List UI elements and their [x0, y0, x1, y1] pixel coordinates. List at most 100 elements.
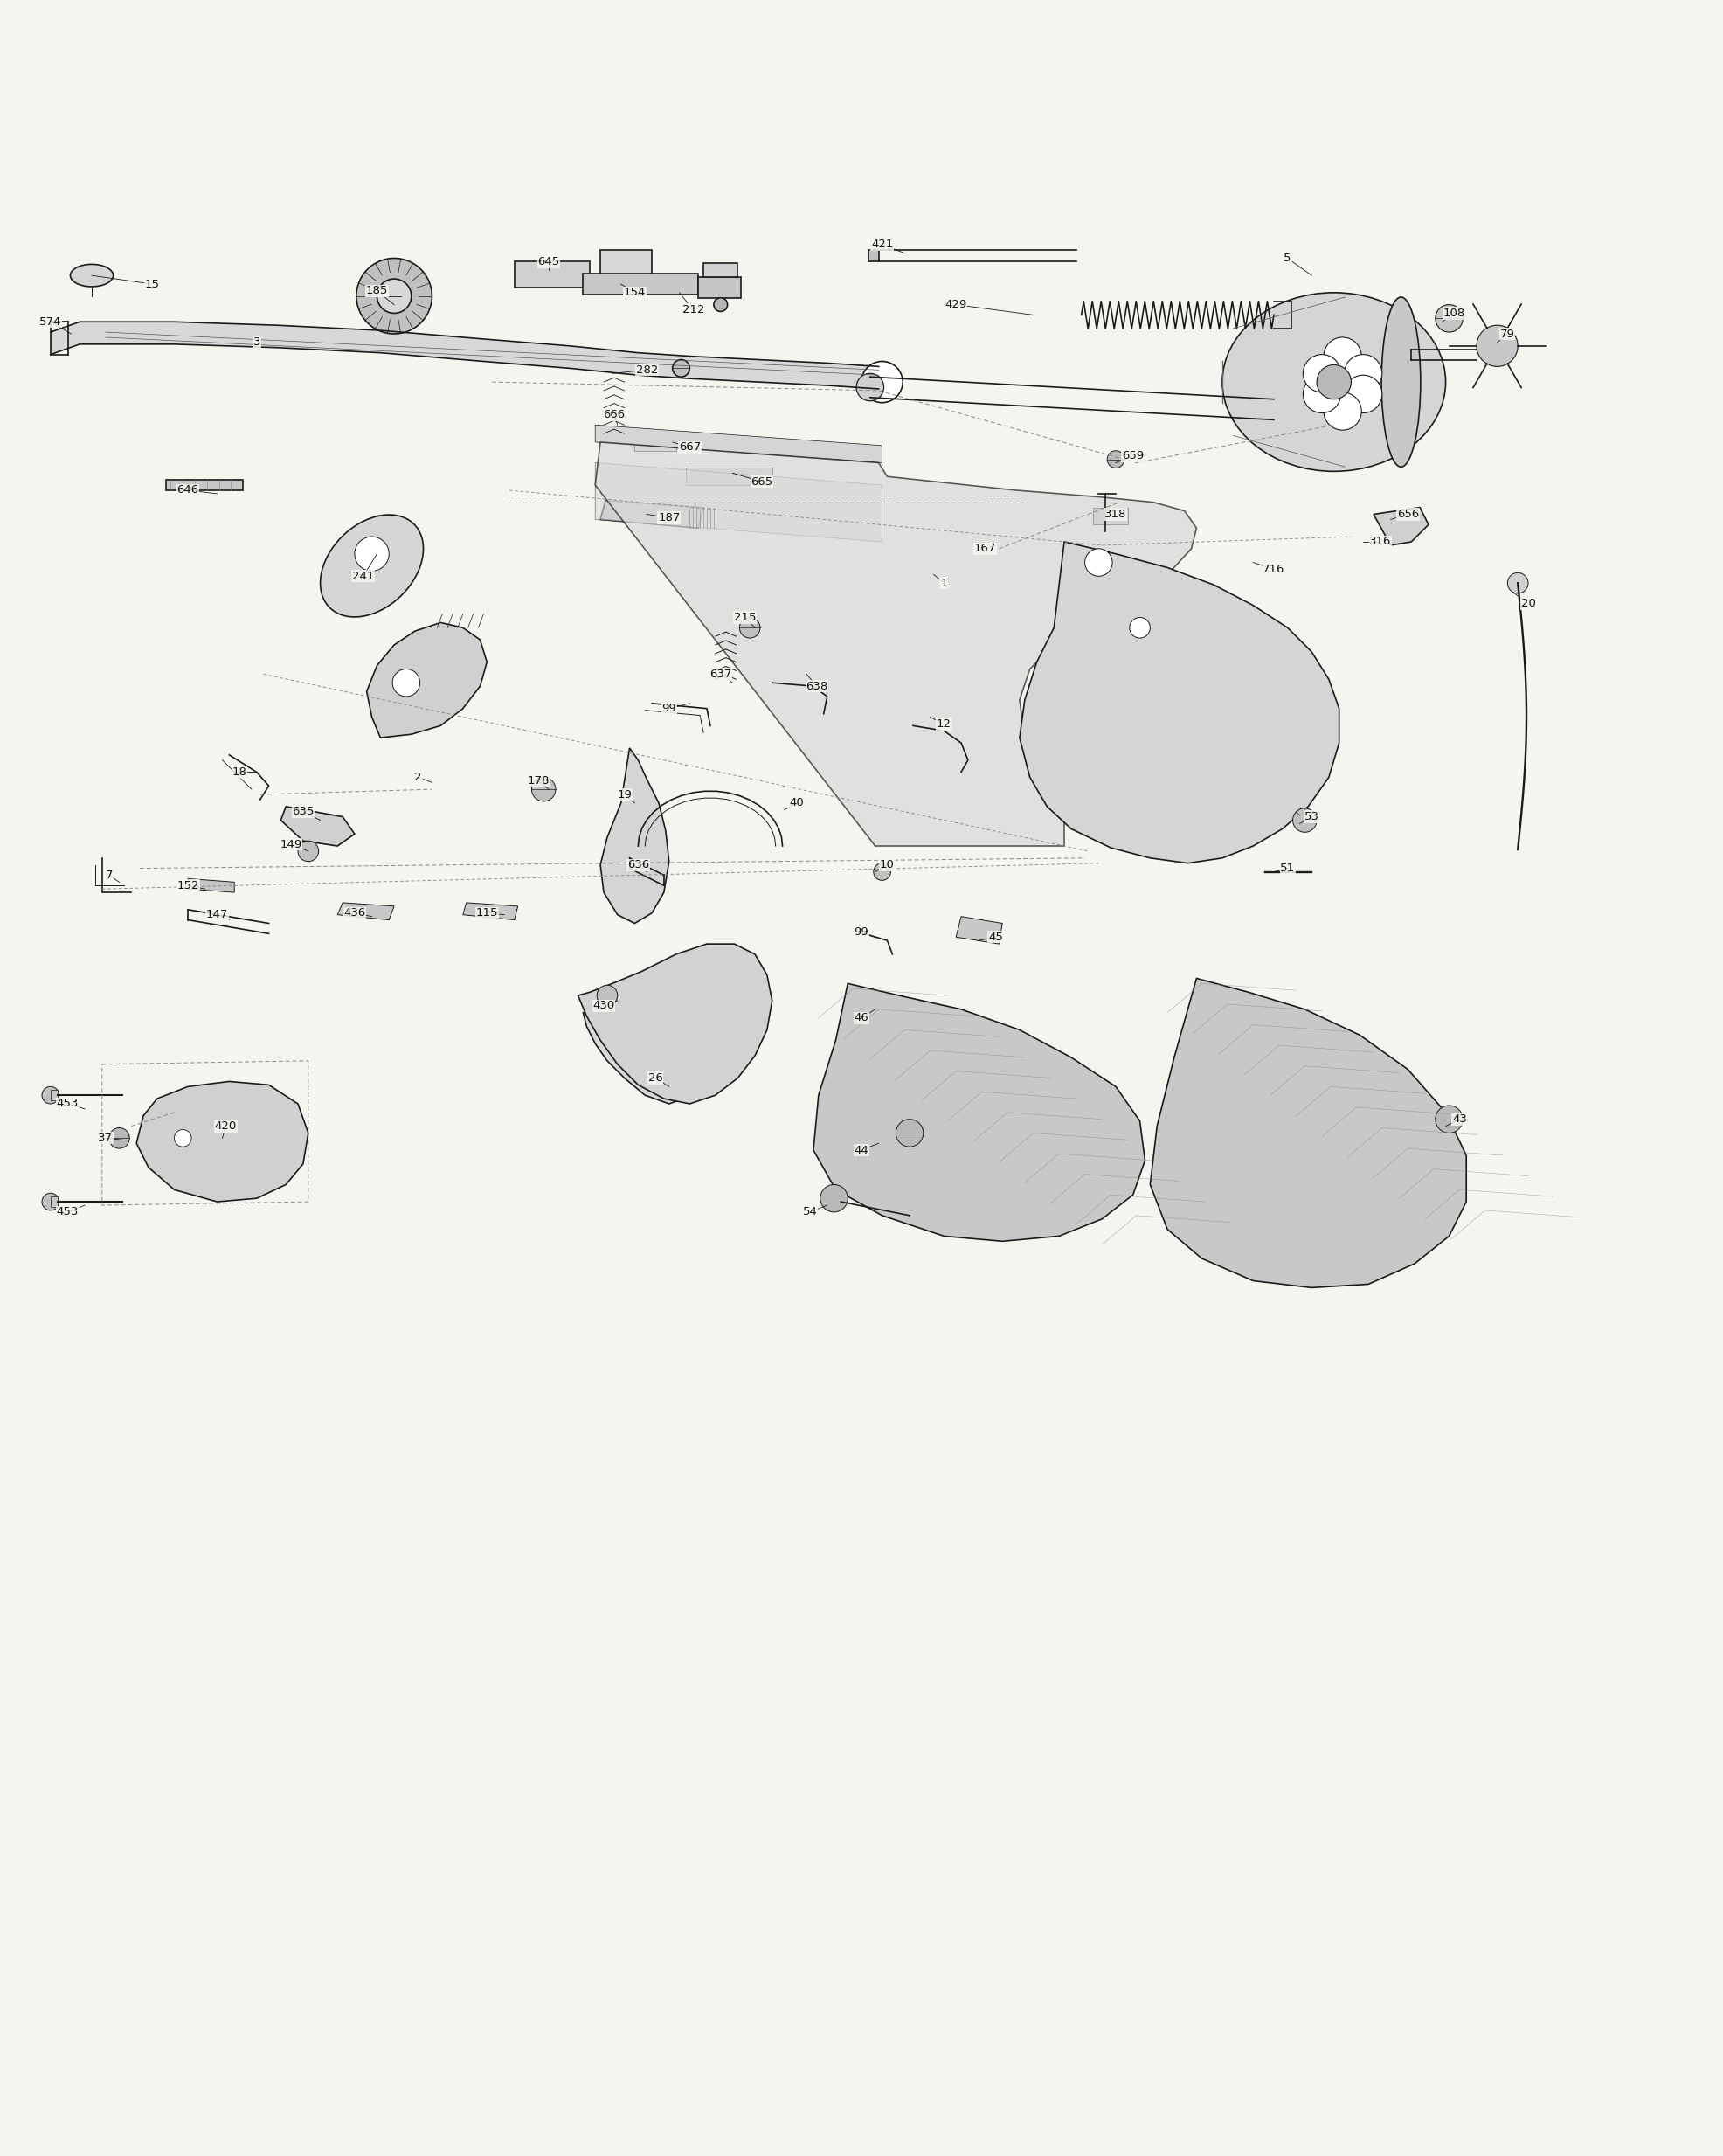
- Text: 453: 453: [57, 1097, 79, 1110]
- Text: 40: 40: [789, 798, 803, 808]
- Circle shape: [1085, 548, 1113, 576]
- Circle shape: [41, 1087, 59, 1104]
- Polygon shape: [600, 748, 669, 923]
- Text: 18: 18: [233, 765, 246, 778]
- Polygon shape: [188, 880, 234, 893]
- Circle shape: [713, 298, 727, 310]
- Circle shape: [1303, 354, 1340, 392]
- Text: 79: 79: [1501, 328, 1515, 338]
- Circle shape: [862, 362, 903, 403]
- Circle shape: [1130, 617, 1151, 638]
- Ellipse shape: [71, 265, 114, 287]
- Text: 574: 574: [40, 317, 62, 328]
- Circle shape: [377, 278, 412, 313]
- Text: 666: 666: [603, 410, 625, 420]
- Text: 241: 241: [351, 571, 374, 582]
- Text: 167: 167: [973, 543, 996, 554]
- Text: 20: 20: [1521, 597, 1535, 610]
- Circle shape: [1292, 808, 1316, 832]
- Text: 187: 187: [658, 513, 681, 524]
- Polygon shape: [136, 1082, 308, 1201]
- Circle shape: [596, 985, 617, 1007]
- Circle shape: [1316, 364, 1351, 399]
- Ellipse shape: [1222, 293, 1446, 472]
- Circle shape: [1108, 451, 1125, 468]
- Polygon shape: [281, 806, 355, 845]
- Polygon shape: [582, 274, 698, 295]
- Circle shape: [1435, 1106, 1463, 1134]
- Polygon shape: [594, 442, 1196, 845]
- Text: 149: 149: [281, 839, 302, 849]
- Text: 318: 318: [1104, 509, 1127, 520]
- Circle shape: [874, 862, 891, 880]
- Text: 178: 178: [527, 774, 550, 787]
- Text: 7: 7: [105, 869, 112, 882]
- Text: 115: 115: [476, 908, 498, 918]
- Polygon shape: [165, 481, 243, 489]
- Text: 716: 716: [1263, 563, 1285, 576]
- Polygon shape: [868, 250, 879, 261]
- Circle shape: [1477, 326, 1518, 367]
- Text: 154: 154: [624, 287, 646, 298]
- Polygon shape: [320, 515, 424, 617]
- Text: 99: 99: [662, 703, 677, 714]
- Circle shape: [109, 1128, 129, 1149]
- Text: 659: 659: [1122, 451, 1144, 461]
- Polygon shape: [813, 983, 1146, 1242]
- Polygon shape: [956, 916, 1003, 944]
- Text: 637: 637: [710, 668, 732, 679]
- Text: 12: 12: [937, 718, 951, 729]
- Circle shape: [532, 778, 557, 802]
- Polygon shape: [50, 1091, 57, 1100]
- Text: 636: 636: [627, 860, 650, 871]
- Circle shape: [174, 1130, 191, 1147]
- Text: 421: 421: [872, 239, 893, 250]
- Polygon shape: [600, 500, 703, 528]
- Circle shape: [1508, 573, 1528, 593]
- Text: 54: 54: [803, 1207, 817, 1218]
- Text: 99: 99: [855, 927, 868, 938]
- Text: 1: 1: [941, 578, 948, 589]
- Circle shape: [856, 373, 884, 401]
- Polygon shape: [577, 944, 772, 1104]
- Text: 147: 147: [207, 910, 227, 921]
- Polygon shape: [367, 623, 488, 737]
- Polygon shape: [50, 321, 879, 388]
- Text: 420: 420: [215, 1121, 236, 1132]
- Text: 282: 282: [636, 364, 658, 375]
- Text: 430: 430: [593, 1000, 615, 1011]
- Polygon shape: [698, 278, 741, 298]
- Text: 429: 429: [944, 300, 967, 310]
- Text: 53: 53: [1304, 811, 1320, 821]
- Text: 5: 5: [1284, 252, 1291, 263]
- Text: 645: 645: [538, 257, 560, 267]
- Polygon shape: [600, 250, 651, 274]
- Text: 26: 26: [648, 1072, 663, 1084]
- Text: 108: 108: [1444, 308, 1465, 319]
- Circle shape: [1303, 375, 1340, 414]
- Text: 46: 46: [855, 1011, 868, 1024]
- Polygon shape: [594, 464, 882, 541]
- Circle shape: [393, 668, 420, 696]
- Text: 152: 152: [177, 880, 200, 890]
- Circle shape: [820, 1184, 848, 1212]
- Circle shape: [355, 537, 389, 571]
- Text: 15: 15: [145, 278, 159, 289]
- Text: 635: 635: [291, 806, 314, 817]
- Circle shape: [1323, 392, 1361, 429]
- Text: 215: 215: [734, 612, 756, 623]
- Circle shape: [298, 841, 319, 862]
- Polygon shape: [1373, 507, 1428, 545]
- Text: 667: 667: [679, 442, 701, 453]
- Polygon shape: [338, 903, 395, 921]
- Text: 43: 43: [1452, 1112, 1466, 1125]
- Circle shape: [1344, 354, 1382, 392]
- Polygon shape: [50, 1197, 57, 1207]
- Circle shape: [41, 1192, 59, 1210]
- Text: 10: 10: [880, 860, 894, 871]
- Text: 656: 656: [1397, 509, 1420, 520]
- Text: 3: 3: [253, 336, 260, 347]
- Text: 436: 436: [343, 908, 365, 918]
- Text: 44: 44: [855, 1145, 868, 1156]
- Text: 638: 638: [806, 681, 827, 692]
